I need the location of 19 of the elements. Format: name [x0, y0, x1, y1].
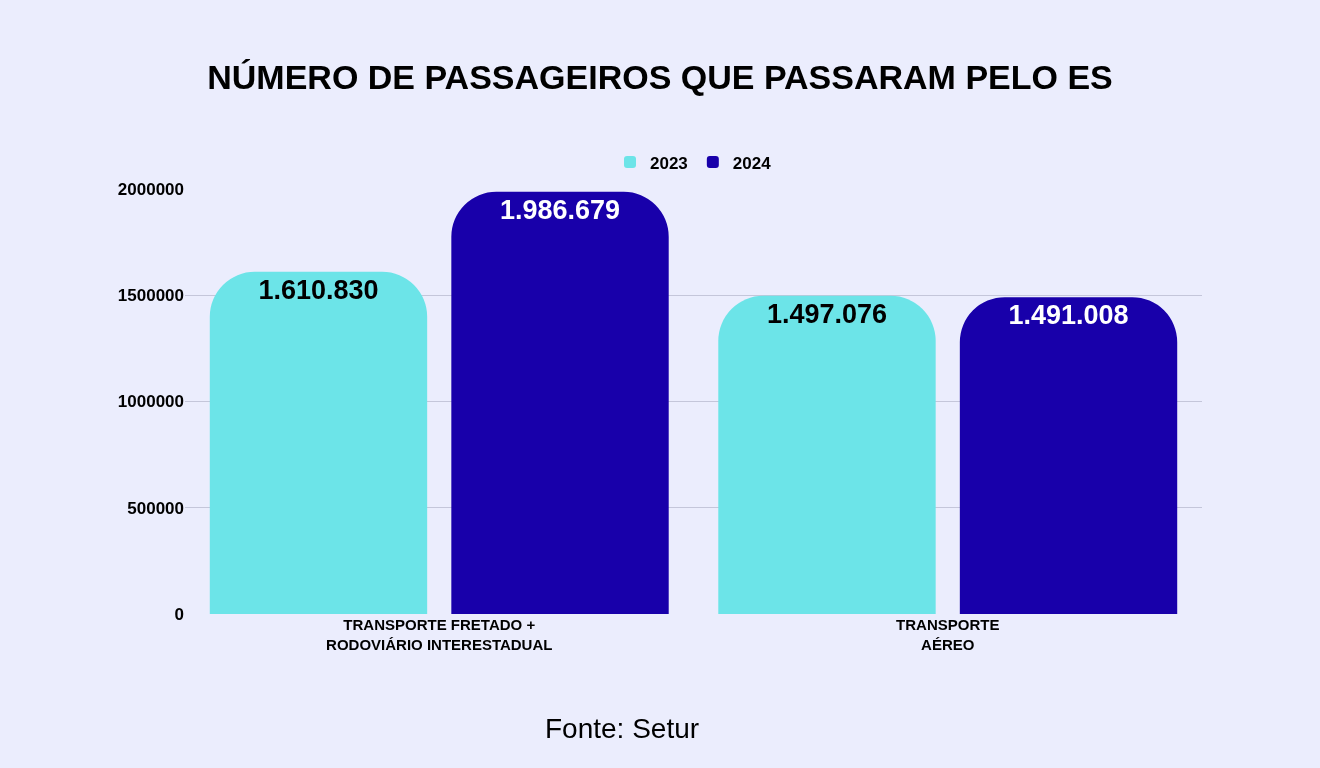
data-label: 1.491.008	[1008, 300, 1129, 331]
data-label: 1.497.076	[766, 299, 888, 330]
bar	[451, 191, 669, 614]
legend-label: 2024	[732, 153, 772, 173]
y-tick-label: 0	[174, 604, 184, 624]
x-tick-label: TRANSPORTE FRETADO + RODOVIÁRIO INTERESTADUAL	[326, 616, 553, 653]
data-label: 1.986.679	[499, 194, 621, 225]
y-tick-label: 1000000	[117, 392, 184, 412]
bar	[959, 297, 1178, 614]
chart-title: NÚMERO DE PASSAGEIROS QUE PASSARAM PELO ES	[207, 57, 1113, 96]
y-tick-label: 2000000	[117, 179, 184, 199]
y-tick-label: 1500000	[117, 286, 184, 306]
bar	[718, 295, 936, 614]
data-label: 1.610.830	[258, 274, 379, 305]
y-tick-label: 500000	[127, 498, 184, 518]
source-note: Fonte: Setur	[545, 713, 700, 744]
bar	[209, 271, 428, 614]
legend-label: 2023	[650, 153, 688, 173]
x-tick-label: TRANSPORTE AÉREO	[896, 616, 1000, 653]
